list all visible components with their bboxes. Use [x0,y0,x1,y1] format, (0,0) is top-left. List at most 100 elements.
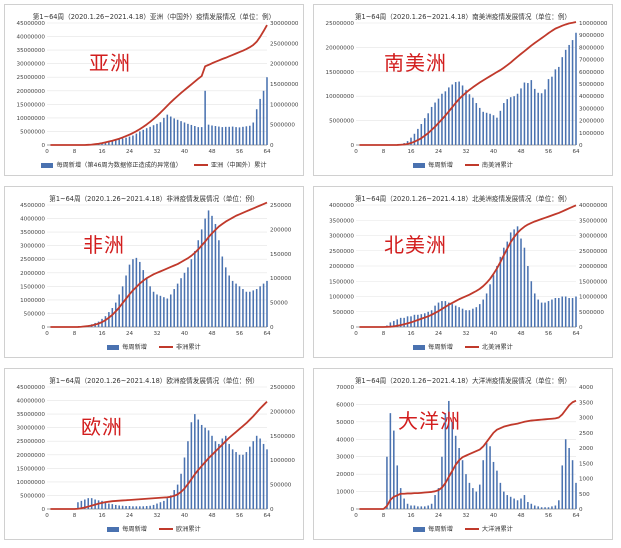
bar [406,316,409,327]
x-tick-label: 0 [354,513,358,519]
y-right-tick-label: 2000000 [579,119,604,125]
bar [176,283,179,327]
bar [496,117,498,145]
bar [128,264,131,327]
chart-svg: 0500000010000000150000002000000025000000… [17,385,296,519]
bar [204,90,206,145]
x-tick-label: 48 [517,513,525,519]
bar [224,126,227,145]
y-right-tick-label: 25000000 [270,41,299,47]
bar [454,305,457,327]
region-name-label: 非洲 [83,233,125,257]
bar [523,247,526,327]
bar [104,502,107,509]
bar [551,299,553,327]
legend-bar-label: 每周新增 [428,162,453,169]
bar [183,272,186,327]
bar [406,503,409,509]
bar [434,102,436,145]
bar [465,474,467,509]
x-tick-label: 8 [382,513,386,519]
bar [214,223,217,327]
bar [159,502,162,509]
x-tick-label: 56 [236,331,244,337]
y-left-tick-label: 15000000 [17,466,46,472]
y-left-tick-label: 35000000 [17,48,46,54]
bar [575,296,577,327]
y-left-tick-label: 0 [350,325,354,331]
bar [214,126,217,145]
bar [417,506,419,509]
bar [423,118,426,145]
x-tick-label: 32 [153,331,160,337]
y-left-tick-label: 10000 [336,490,354,496]
cumulative-line [359,204,577,328]
bar [197,127,200,145]
bar [142,129,145,145]
bar [125,506,127,509]
y-left-tick-label: 3000000 [329,234,354,240]
bar [259,98,261,145]
x-tick-label: 16 [407,331,415,337]
bar [145,278,148,327]
bar [527,502,529,509]
bar [238,127,241,145]
bar [551,506,553,509]
bar [159,295,162,327]
bar [496,266,498,327]
y-right-tick-label: 1500 [579,461,594,467]
bar [503,103,505,145]
x-tick-label: 64 [572,149,580,155]
bar [399,488,402,509]
cumulative-line [50,24,268,146]
y-right-tick-label: 30000000 [270,21,299,27]
cumulative-line [50,401,268,510]
bar [530,80,533,145]
bar [544,302,546,327]
bar [554,298,557,327]
x-tick-label: 40 [181,149,189,155]
bar [104,142,107,145]
y-left-tick-label: 1000000 [329,295,354,301]
bar [451,304,454,327]
bar [489,446,491,509]
chart-legend: 每周新增 大洋洲累计 [314,524,612,533]
bar [571,460,574,509]
bar [176,119,179,145]
x-tick-label: 32 [462,149,469,155]
bar [118,139,120,145]
bar [554,505,557,509]
bar [540,507,543,509]
bar [142,506,145,509]
bar [135,133,138,145]
bar [558,500,560,509]
bar [448,400,450,509]
bar [423,313,426,327]
y-right-tick-label: 2000 [579,446,594,452]
x-tick-label: 8 [73,149,77,155]
y-left-tick-label: 10000000 [17,480,46,486]
legend-bar-swatch [413,526,426,532]
x-tick-label: 8 [73,513,77,519]
bar [218,443,220,509]
legend-bar-swatch [413,344,426,350]
y-left-tick-label: 0 [41,507,45,513]
bar [386,456,388,509]
bar [506,241,509,327]
bar [221,256,224,327]
y-left-tick-label: 30000000 [17,62,46,68]
y-left-tick-label: 1000000 [20,298,45,304]
legend-bar-swatch [41,162,54,168]
bar [266,449,268,509]
y-left-tick-label: 20000000 [17,453,46,459]
bar [255,289,258,327]
y-right-tick-label: 4000 [579,385,594,391]
bar [485,442,488,509]
bar [163,117,165,145]
chart-panel-africa: 第1~64周（2020.1.26~2021.4.18）非洲疫情发展情况（单位：例… [4,186,304,358]
bar [145,506,148,509]
x-tick-label: 40 [181,331,189,337]
y-left-tick-label: 45000000 [17,385,46,391]
bar [135,506,138,509]
y-left-tick-label: 0 [41,143,45,149]
